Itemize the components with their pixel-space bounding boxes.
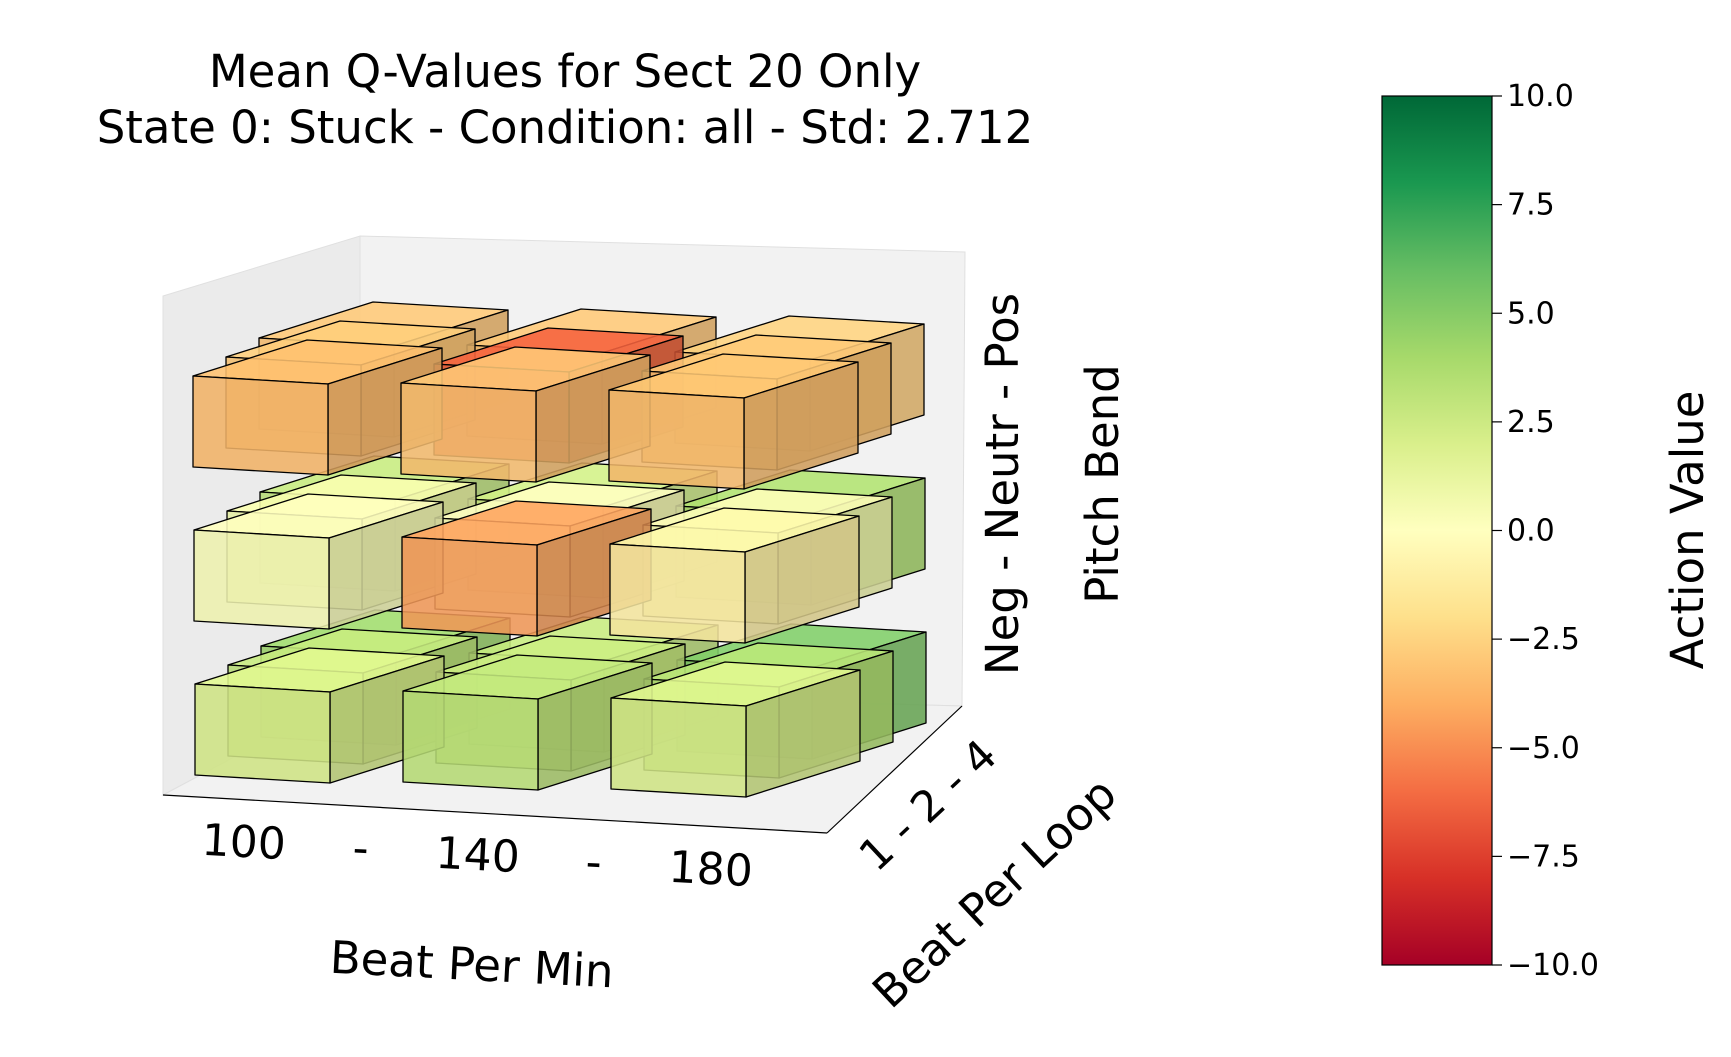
x-tick-180: 180 <box>667 842 754 897</box>
colorbar-tick-label: 7.5 <box>1507 188 1555 223</box>
z-axis-ticks: Neg - Neutr - Pos <box>976 293 1029 675</box>
colorbar-gradient <box>1381 95 1493 966</box>
colorbar: 10.0 7.5 5.0 2.5 0.0 −2.5 −5.0 −7.5 −10.0 Action… <box>1381 79 1714 983</box>
chart-title-line-2: State 0: Stuck - Condition: all - Std: 2… <box>97 101 1034 154</box>
colorbar-tick-label: −10.0 <box>1507 948 1599 983</box>
voxel-front-face <box>402 690 539 791</box>
chart-title-line-1: Mean Q-Values for Sect 20 Only <box>209 45 921 98</box>
voxel-front-face <box>610 697 747 798</box>
voxel-grid <box>192 301 927 798</box>
colorbar-tick-label: 2.5 <box>1507 405 1555 440</box>
y-axis-line <box>826 705 963 834</box>
x-tick-140: 140 <box>434 828 521 883</box>
colorbar-tick-label: 0.0 <box>1507 514 1555 549</box>
voxel-front-face <box>192 375 329 476</box>
voxel-front-face <box>401 536 538 637</box>
colorbar-label: Action Value <box>1661 391 1714 670</box>
x-axis-ticks: 100 - 140 - 180 <box>200 815 754 897</box>
z-axis-label: Pitch Bend <box>1076 364 1129 604</box>
voxel-180-1-neg <box>610 661 861 798</box>
colorbar-tick-label: 5.0 <box>1507 296 1555 331</box>
voxel-180-1-neutr <box>609 507 860 644</box>
voxel-180-1-pos <box>608 353 859 490</box>
colorbar-tick-label: −5.0 <box>1507 731 1580 766</box>
colorbar-ticks: 10.0 7.5 5.0 2.5 0.0 −2.5 −5.0 −7.5 −10.0 <box>1492 79 1599 983</box>
x-tick-sep-2: - <box>584 837 603 889</box>
voxel-front-face <box>400 382 537 483</box>
voxel-front-face <box>608 389 745 490</box>
voxel-front-face <box>609 543 746 644</box>
x-axis-line <box>162 794 828 834</box>
colorbar-tick-label: −7.5 <box>1507 839 1580 874</box>
voxel-front-face <box>193 529 330 630</box>
x-axis-label: Beat Per Min <box>329 931 615 999</box>
x-tick-sep-1: - <box>351 823 370 875</box>
colorbar-tick-label: 10.0 <box>1507 79 1574 114</box>
voxel-front-face <box>194 683 331 784</box>
colorbar-tick-label: −2.5 <box>1507 622 1580 657</box>
x-tick-100: 100 <box>200 815 287 870</box>
